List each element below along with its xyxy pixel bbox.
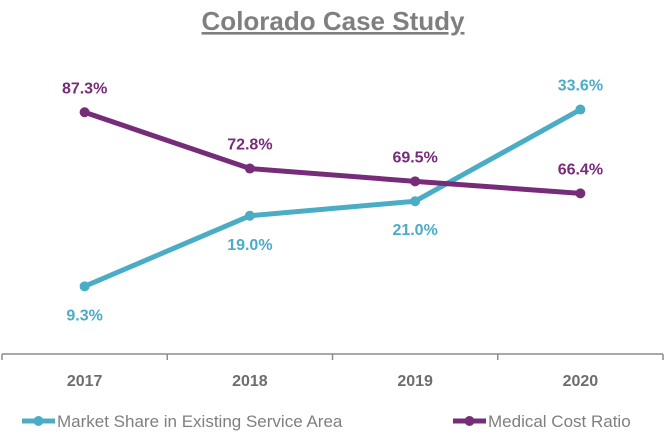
chart-title: Colorado Case Study [202,6,465,36]
x-tick-label: 2017 [67,373,103,390]
data-label: 66.4% [558,161,603,178]
series-line [83,109,581,196]
legend-label: Market Share in Existing Service Area [57,412,343,431]
legend-item: Market Share in Existing Service Area [22,412,343,431]
data-point [244,210,255,221]
legend: Market Share in Existing Service Area Med… [22,412,631,431]
series-line [83,107,582,289]
x-axis: 2017 2018 2019 2020 [1,353,664,390]
legend-item: Medical Cost Ratio [453,412,631,431]
legend-marker [464,416,475,426]
series-group: 9.3% 19.0% 21.0% 33.6% 87.3% 72.8% 69.5% 66.4% [62,78,603,325]
data-label: 87.3% [62,80,107,97]
data-point [79,281,90,292]
data-label: 69.5% [392,149,437,166]
data-label: 19.0% [227,237,272,254]
x-tick-label: 2019 [397,373,433,390]
data-point [575,188,586,199]
series-medical-cost-ratio: 87.3% 72.8% 69.5% 66.4% [62,80,603,199]
legend-label: Medical Cost Ratio [488,412,631,431]
legend-marker [33,416,44,426]
series-market-share: 9.3% 19.0% 21.0% 33.6% [66,78,603,325]
data-label: 9.3% [66,307,102,324]
x-tick-label: 2020 [563,373,599,390]
data-point [410,196,421,207]
data-point [79,107,90,118]
data-label: 33.6% [558,78,603,95]
data-label: 72.8% [227,137,272,154]
data-point [410,176,421,187]
x-tick-label: 2018 [232,373,268,390]
data-label: 21.0% [392,222,437,239]
data-point [244,163,255,174]
data-point [575,104,586,115]
